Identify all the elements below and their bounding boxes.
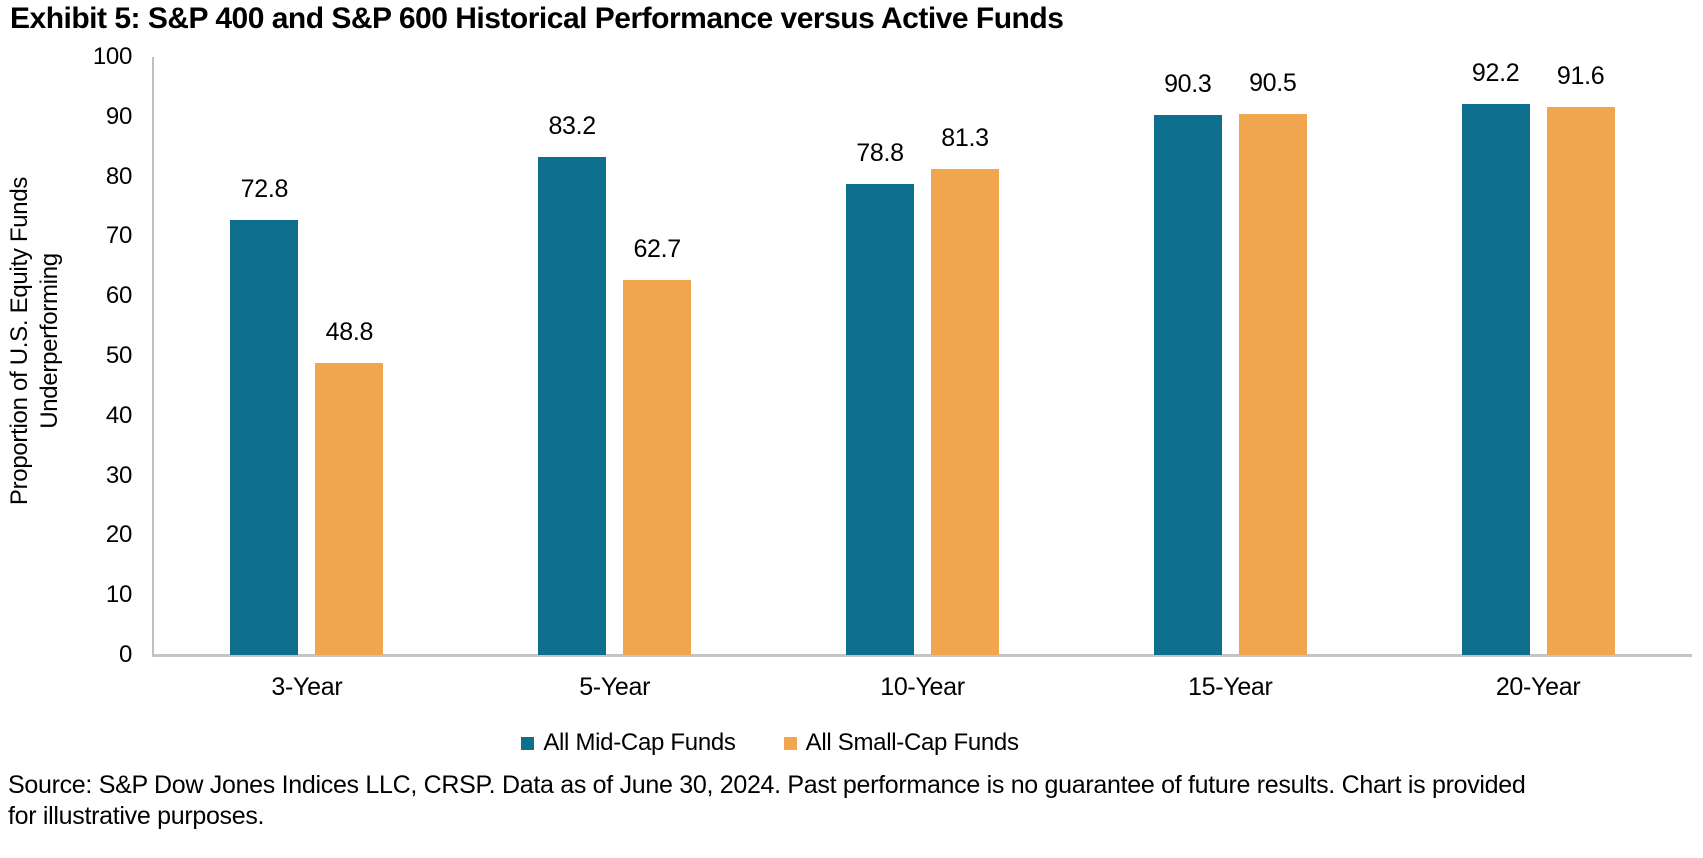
x-category-label: 15-Year <box>1188 673 1273 701</box>
y-axis-line <box>152 57 154 655</box>
y-tick-label: 0 <box>118 641 132 668</box>
bar-all-small-cap-funds-3-year <box>315 363 384 655</box>
chart-title: Exhibit 5: S&P 400 and S&P 600 Historica… <box>10 2 1064 35</box>
y-tick-label: 70 <box>105 222 132 250</box>
source-note-line2: for illustrative purposes. <box>8 802 265 830</box>
legend-label: All Small-Cap Funds <box>805 729 1019 756</box>
bar-value-label: 48.8 <box>325 318 374 347</box>
x-category-label: 5-Year <box>579 673 651 701</box>
y-tick-label: 10 <box>105 581 132 609</box>
y-tick-label: 100 <box>92 43 132 70</box>
bar-all-mid-cap-funds-3-year <box>230 219 299 655</box>
x-category-label: 10-Year <box>880 673 965 701</box>
source-note: Source: S&P Dow Jones Indices LLC, CRSP.… <box>8 770 1703 832</box>
bar-value-label: 72.8 <box>240 174 289 203</box>
source-note-line1: Source: S&P Dow Jones Indices LLC, CRSP.… <box>8 771 1526 799</box>
legend-item: All Mid-Cap Funds <box>521 729 736 757</box>
legend-label: All Mid-Cap Funds <box>543 729 736 756</box>
x-category-label: 20-Year <box>1495 673 1581 701</box>
bar-value-label: 81.3 <box>941 123 989 152</box>
bar-all-small-cap-funds-10-year <box>931 168 999 655</box>
bar-all-small-cap-funds-20-year <box>1546 107 1615 655</box>
x-axis-line <box>152 654 1692 657</box>
legend: All Mid-Cap Funds All Small-Cap Funds <box>0 729 1540 757</box>
y-tick-label: 90 <box>105 102 132 130</box>
y-tick-label: 60 <box>105 282 132 310</box>
bar-value-label: 91.6 <box>1556 62 1605 91</box>
x-category-label: 3-Year <box>271 673 343 701</box>
legend-swatch-icon <box>521 736 535 750</box>
bar-all-mid-cap-funds-10-year <box>846 183 914 655</box>
bar-value-label: 90.5 <box>1249 68 1297 97</box>
bar-all-small-cap-funds-15-year <box>1238 113 1307 655</box>
bar-all-mid-cap-funds-15-year <box>1153 115 1222 655</box>
legend-item: All Small-Cap Funds <box>783 729 1019 757</box>
legend-swatch-icon <box>783 736 797 750</box>
bar-value-label: 62.7 <box>633 235 681 264</box>
bar-all-small-cap-funds-5-year <box>623 280 692 655</box>
bar-value-label: 83.2 <box>548 112 596 141</box>
bar-value-label: 92.2 <box>1471 58 1520 87</box>
y-tick-label: 80 <box>105 162 132 190</box>
bar-value-label: 90.3 <box>1164 70 1212 98</box>
bar-all-mid-cap-funds-5-year <box>538 157 607 655</box>
bar-value-label: 78.8 <box>856 138 904 167</box>
y-tick-label: 40 <box>105 401 132 429</box>
y-tick-label: 50 <box>105 342 132 369</box>
bar-all-mid-cap-funds-20-year <box>1461 103 1530 655</box>
y-tick-label: 20 <box>105 521 132 549</box>
y-tick-label: 30 <box>105 461 132 489</box>
y-axis-title-line1: Proportion of U.S. Equity Funds <box>6 176 33 506</box>
